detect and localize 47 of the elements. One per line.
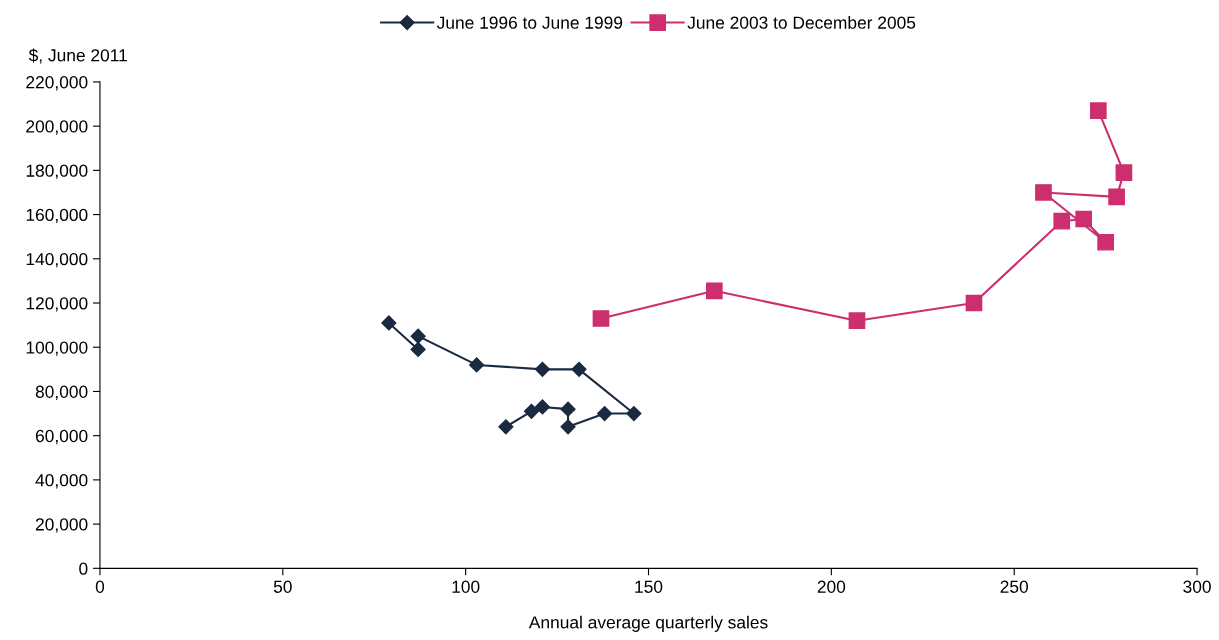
point (560, 401, 576, 417)
point (1075, 210, 1093, 228)
point (534, 361, 551, 377)
point (523, 403, 540, 419)
point (571, 361, 587, 377)
x-tick-label: 50 (273, 580, 292, 593)
point (410, 341, 426, 358)
y-tick-label: 0 (79, 562, 88, 575)
x-tick-label: 200 (817, 580, 846, 593)
y-tick-label: 40,000 (35, 474, 88, 489)
x-tick-label: 300 (1183, 580, 1211, 593)
y-tick-label: 180,000 (26, 164, 88, 179)
point (410, 328, 426, 344)
point (1097, 233, 1114, 251)
point (1115, 164, 1133, 181)
y-tick-label: 160,000 (26, 208, 88, 224)
y-tick-label: 80,000 (35, 385, 88, 400)
x-axis-title: Annual average quarterly sales (528, 615, 768, 632)
point (498, 419, 514, 435)
point (560, 419, 576, 435)
point (534, 399, 551, 415)
legend-label: June 2003 to December 2005 (687, 16, 916, 29)
y-axis-title: $, June 2011 (28, 48, 127, 64)
x-tick-label: 250 (1000, 580, 1029, 593)
point (1089, 102, 1107, 119)
y-tick-label: 20,000 (35, 518, 88, 533)
y-tick-label: 120,000 (26, 297, 88, 312)
point (597, 405, 613, 422)
point (1053, 212, 1071, 230)
point (705, 282, 723, 300)
y-tick-label: 220,000 (26, 76, 88, 91)
y-tick-label: 140,000 (26, 252, 88, 268)
y-tick-label: 100,000 (26, 341, 88, 356)
x-tick-label: 150 (635, 580, 663, 593)
point (848, 312, 866, 330)
point (1108, 188, 1125, 206)
point (1035, 184, 1052, 201)
point (381, 315, 397, 331)
x-tick-label: 100 (452, 580, 480, 593)
point (592, 310, 610, 327)
y-tick-label: 60,000 (35, 429, 88, 445)
point (469, 357, 485, 373)
y-tick-label: 200,000 (26, 120, 88, 135)
point (626, 405, 642, 422)
x-tick-label: 0 (95, 580, 105, 593)
point (965, 294, 983, 312)
legend-label: June 1996 to June 1999 (436, 16, 623, 29)
